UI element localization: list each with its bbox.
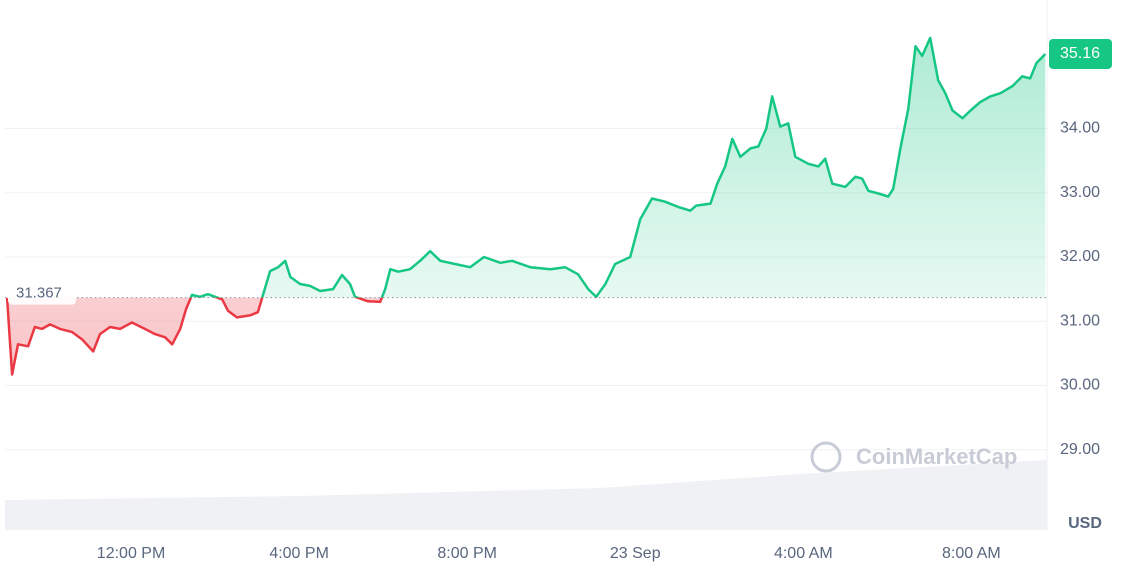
line-down [5, 297, 598, 376]
watermark: CoinMarketCap [810, 441, 1017, 473]
baseline-label-box [8, 280, 76, 305]
y-tick-label: 32.00 [1060, 248, 1100, 265]
y-tick-label: 33.00 [1060, 184, 1100, 201]
watermark-text: CoinMarketCap [856, 444, 1017, 469]
y-tick-label: 30.00 [1060, 377, 1100, 394]
price-tag [1049, 38, 1112, 69]
baseline-label: 31.367 [16, 285, 62, 302]
area-up [7, 37, 1046, 298]
y-tick-label: 29.00 [1060, 441, 1100, 458]
volume-band [5, 460, 1047, 530]
x-tick-label: 4:00 PM [269, 545, 329, 562]
line-up [189, 36, 1047, 298]
x-tick-label: 23 Sep [610, 545, 661, 562]
x-tick-label: 8:00 AM [942, 545, 1001, 562]
price-tag-label: 35.16 [1060, 45, 1100, 62]
area-down [7, 297, 382, 375]
y-tick-label: 31.00 [1060, 312, 1100, 329]
watermark-logo [810, 441, 842, 473]
x-tick-label: 8:00 PM [437, 545, 497, 562]
x-tick-label: 4:00 AM [774, 545, 833, 562]
y-tick-label: 34.00 [1060, 120, 1100, 137]
x-tick-label: 12:00 PM [97, 545, 165, 562]
unit-label: USD [1068, 515, 1102, 532]
